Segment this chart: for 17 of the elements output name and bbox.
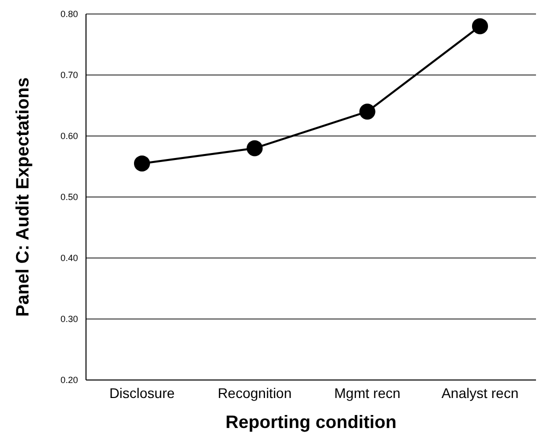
y-tick-label: 0.40 — [60, 253, 78, 264]
point — [246, 140, 263, 156]
point — [472, 18, 488, 34]
x-tick-label: Disclosure — [109, 384, 175, 401]
y-tick-label: 0.70 — [60, 70, 78, 80]
point — [359, 104, 376, 120]
y-tick-label: 0.30 — [60, 314, 78, 324]
point — [134, 155, 150, 172]
x-tick-label: Recognition — [218, 384, 292, 401]
y-axis-title: Panel C: Audit Expectations — [12, 77, 32, 317]
x-tick-label: Analyst recn — [441, 384, 519, 401]
y-tick-label: 0.50 — [60, 192, 78, 202]
x-axis-title: Reporting condition — [226, 412, 396, 432]
y-tick-label: 0.60 — [60, 131, 78, 142]
y-tick-label: 0.20 — [60, 375, 78, 386]
x-tick-label: Mgmt recn — [334, 384, 400, 401]
y-tick-label: 0.80 — [60, 9, 78, 20]
